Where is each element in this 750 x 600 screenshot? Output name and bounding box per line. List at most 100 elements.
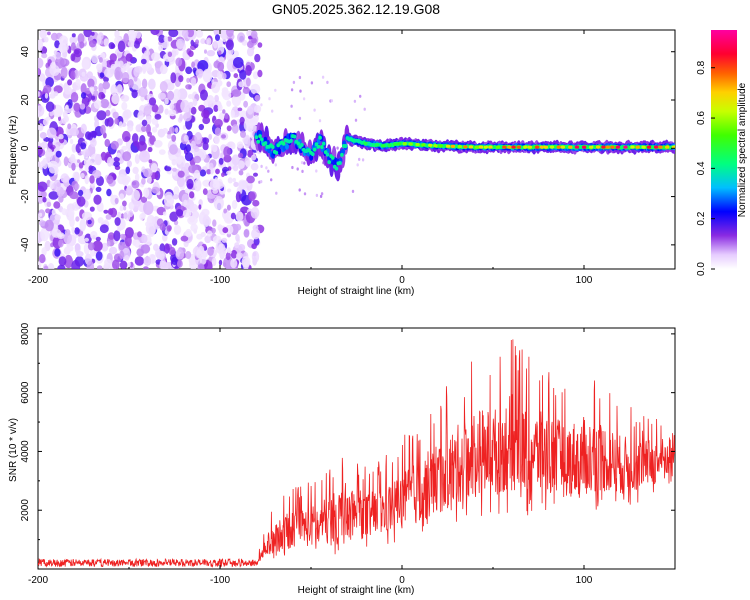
noise-cell: [89, 206, 95, 212]
noise-cell: [134, 154, 140, 164]
noise-cell: [81, 58, 90, 70]
noise-cell: [93, 100, 102, 109]
noise-cell: [123, 212, 128, 220]
noise-cell: [150, 163, 158, 173]
x-tick-label: -200: [28, 275, 48, 286]
signal-core: [316, 144, 321, 149]
noise-cell: [231, 124, 239, 134]
noise-cell: [180, 99, 190, 113]
noise-cell: [43, 36, 49, 43]
noise-cell: [51, 209, 56, 216]
noise-cell: [274, 88, 277, 92]
noise-cell: [148, 223, 156, 238]
signal-peak: [393, 142, 398, 146]
noise-cell: [190, 223, 198, 232]
noise-cell: [101, 59, 108, 70]
x-tick-label: 100: [576, 275, 593, 286]
noise-cell: [125, 53, 133, 62]
noise-cell: [268, 97, 271, 101]
noise-cell: [100, 124, 106, 135]
noise-cell: [214, 134, 220, 145]
noise-cell: [175, 57, 183, 67]
noise-cell: [158, 149, 166, 155]
noise-cell: [166, 134, 172, 139]
noise-cell: [68, 156, 76, 164]
noise-cell: [93, 90, 99, 97]
signal-core: [258, 134, 262, 139]
noise-cell: [106, 188, 112, 197]
noise-cell: [140, 58, 147, 65]
noise-cell: [118, 121, 123, 128]
noise-cell: [225, 252, 231, 261]
signal-core: [325, 152, 330, 157]
noise-cell: [246, 175, 255, 184]
noise-cell: [114, 66, 123, 81]
noise-cell: [248, 192, 256, 202]
noise-cell: [356, 163, 359, 167]
noise-cell: [189, 216, 195, 223]
noise-cell: [110, 84, 118, 96]
noise-cell: [230, 249, 238, 259]
noise-cell: [298, 116, 302, 120]
noise-cell: [127, 125, 134, 132]
signal-core: [296, 141, 301, 146]
noise-cell: [211, 144, 218, 153]
noise-cell: [70, 42, 76, 51]
noise-cell: [235, 211, 244, 222]
noise-cell: [159, 223, 166, 231]
noise-cell: [215, 34, 220, 41]
noise-cell: [179, 113, 184, 122]
signal-core: [321, 141, 326, 146]
noise-cell: [44, 219, 54, 232]
signal-core: [254, 135, 259, 140]
noise-cell: [77, 159, 81, 164]
noise-cell: [95, 153, 102, 166]
noise-cell: [43, 265, 49, 269]
noise-cell: [60, 173, 70, 183]
noise-cell: [252, 71, 259, 80]
noise-cell: [43, 84, 52, 94]
noise-cell: [132, 166, 139, 174]
noise-cell: [251, 228, 261, 240]
noise-cell: [227, 247, 231, 254]
x-tick-label: -200: [28, 575, 48, 586]
noise-cell: [234, 242, 240, 249]
noise-cell: [168, 246, 176, 256]
noise-cell: [95, 186, 102, 192]
noise-cell: [222, 109, 226, 114]
noise-cell: [134, 30, 142, 39]
noise-cell: [118, 60, 124, 68]
noise-cell: [120, 94, 130, 102]
noise-cell: [76, 196, 86, 207]
noise-cell: [134, 239, 141, 248]
noise-cell: [223, 146, 231, 158]
noise-cell: [68, 208, 75, 218]
noise-cell: [292, 80, 296, 84]
signal-peak: [511, 145, 516, 149]
noise-cell: [84, 175, 90, 185]
noise-cell: [195, 180, 199, 187]
noise-cell: [208, 133, 213, 140]
noise-cell: [47, 31, 51, 36]
noise-cell: [193, 146, 200, 153]
noise-cell: [166, 82, 175, 91]
noise-cell: [226, 30, 234, 38]
noise-cell: [53, 201, 61, 209]
noise-cell: [171, 158, 177, 166]
signal-core: [340, 152, 344, 157]
noise-cell: [151, 104, 159, 113]
noise-cell: [319, 194, 323, 198]
signal-peak: [495, 145, 501, 149]
noise-cell: [141, 234, 148, 244]
noise-cell: [121, 71, 130, 84]
noise-cell: [143, 266, 149, 269]
noise-cell: [238, 152, 244, 159]
signal-peak: [488, 145, 493, 149]
y-tick-label: 40: [20, 46, 31, 58]
snr-y-axis-title: SNR (10 * v/v): [8, 418, 19, 482]
noise-cell: [70, 70, 76, 81]
noise-cell: [55, 150, 62, 158]
noise-cell: [133, 40, 140, 49]
noise-cell: [164, 166, 172, 172]
noise-cell: [201, 110, 210, 119]
